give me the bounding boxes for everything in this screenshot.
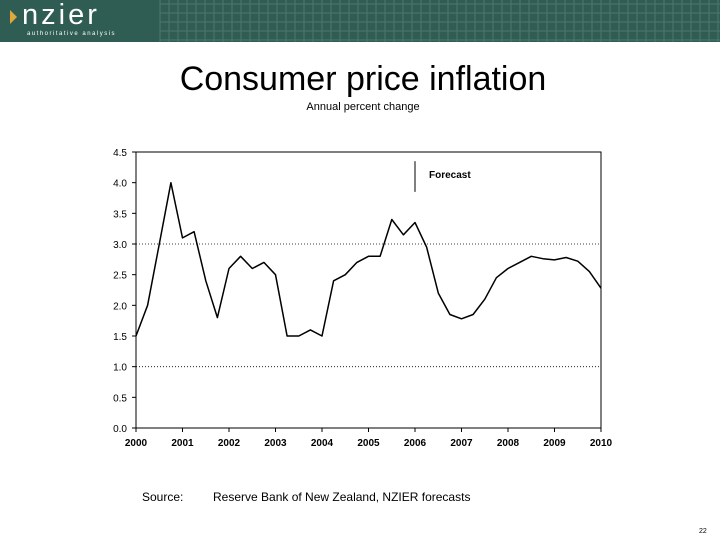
y-tick-label: 0.5: [113, 393, 127, 404]
y-tick-label: 2.5: [113, 271, 127, 282]
x-tick-label: 2001: [171, 438, 194, 449]
inflation-line-chart: 0.0 0.5 1.0 1.5 2.0 2.5 3.0 3.5 4.0 4.5 2000 2001 20…: [113, 148, 613, 449]
x-tick-label: 2007: [450, 438, 473, 449]
page-number: 22: [699, 528, 707, 535]
y-tick-label: 4.0: [113, 179, 127, 190]
y-tick-label: 3.5: [113, 209, 127, 220]
x-tick-label: 2000: [125, 438, 148, 449]
logo-tagline: authoritative analysis: [27, 31, 117, 37]
plot-area-frame: [135, 151, 602, 429]
source-text: Reserve Bank of New Zealand, NZIER forec…: [213, 490, 471, 504]
chevron-right-icon: [10, 10, 17, 24]
slide-subtitle: Annual percent change: [306, 101, 420, 113]
source-label: Source:: [142, 490, 184, 504]
x-tick-label: 2008: [497, 438, 520, 449]
y-tick-label: 1.5: [113, 332, 127, 343]
slide-title: Consumer price inflation: [179, 60, 547, 98]
logo: nzier: [22, 0, 100, 31]
x-tick-label: 2009: [543, 438, 566, 449]
banner-grid-pattern: [159, 0, 720, 42]
cpi-series-line: [135, 181, 602, 337]
y-tick-label: 0.0: [113, 424, 127, 435]
x-tick-label: 2010: [590, 438, 613, 449]
x-tick-label: 2004: [311, 438, 334, 449]
x-tick-label: 2003: [264, 438, 287, 449]
y-tick-label: 1.0: [113, 363, 127, 374]
header-banner: nzier authoritative analysis: [0, 0, 720, 42]
y-tick-label: 4.5: [113, 148, 127, 159]
forecast-label: Forecast: [429, 170, 471, 181]
y-tick-label: 3.0: [113, 240, 127, 251]
x-tick-label: 2002: [218, 438, 241, 449]
x-tick-label: 2006: [404, 438, 427, 449]
y-tick-label: 2.0: [113, 301, 127, 312]
x-tick-label: 2005: [357, 438, 380, 449]
